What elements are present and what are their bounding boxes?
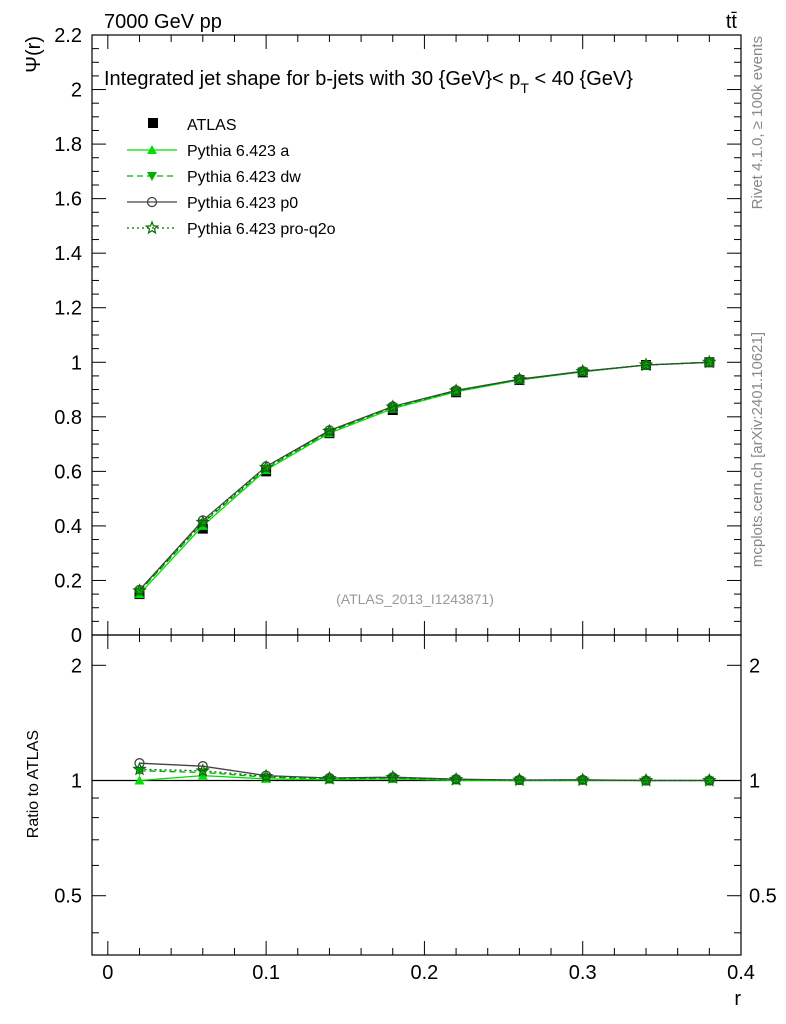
x-axis-label: r — [734, 988, 741, 1010]
y-tick-label: 2.2 — [54, 25, 82, 47]
series-line — [139, 361, 710, 592]
series-point — [448, 383, 464, 398]
y-tick-label: 1.2 — [54, 298, 82, 320]
series-point — [132, 583, 147, 598]
chart-title: Integrated jet shape for b-jets with 30 … — [104, 68, 633, 96]
rivet-side-label: Rivet 4.1.0, ≥ 100k events — [749, 36, 766, 209]
energy-label: 7000 GeV pp — [104, 11, 222, 33]
legend-label: Pythia 6.423 a — [187, 143, 289, 160]
ratio-series-point — [448, 771, 464, 786]
series-point — [261, 464, 272, 474]
ratio-y-axis-label: Ratio to ATLAS — [25, 730, 42, 838]
ratio-series-point — [322, 770, 337, 785]
y-tick-label: 0.6 — [54, 461, 82, 483]
y-tick-label: 0.8 — [54, 407, 82, 429]
mcplots-side-label: mcplots.cern.ch [arXiv:2401.10621] — [749, 332, 766, 567]
y-tick-label: 0.2 — [54, 570, 82, 592]
x-tick-label: 0 — [102, 962, 113, 984]
y-tick-label: 0 — [71, 625, 82, 647]
ratio-y-tick-label: 0.5 — [54, 886, 82, 908]
ratio-series-point — [258, 768, 274, 783]
x-tick-label: 0.3 — [569, 962, 597, 984]
legend: ATLAS Pythia 6.423 a Pythia 6.423 dw Pythia… — [127, 117, 336, 238]
legend-marker — [144, 220, 160, 235]
legend-marker — [146, 196, 158, 208]
ratio-series-point — [385, 769, 401, 784]
legend-label: Pythia 6.423 dw — [187, 169, 301, 186]
ratio-series-point — [387, 774, 398, 784]
series-point — [702, 354, 717, 369]
series-point — [322, 423, 337, 438]
series-point — [197, 519, 208, 529]
ratio-series-point — [324, 774, 335, 784]
ratio-series-point — [134, 758, 145, 769]
ratio-frame — [91, 634, 742, 956]
process-label: tt̄ — [726, 11, 738, 33]
legend-label: ATLAS — [187, 117, 237, 134]
ratio-y-tick-label: 2 — [71, 655, 82, 677]
ratio-y-tick-label-right: 0.5 — [749, 886, 777, 908]
ratio-series-point — [132, 761, 147, 776]
legend-label: Pythia 6.423 p0 — [187, 195, 298, 212]
legend-marker — [147, 145, 157, 154]
ratio-series-point — [134, 775, 145, 785]
series-point — [195, 514, 211, 529]
legend-label: Pythia 6.423 pro-q2o — [187, 221, 336, 238]
ratio-series-point — [195, 763, 211, 778]
series-line — [139, 361, 710, 591]
legend-marker — [148, 118, 158, 128]
ratio-series-point — [702, 772, 717, 787]
y-tick-label: 0.4 — [54, 516, 82, 538]
ratio-y-tick-label-right: 1 — [749, 771, 760, 793]
ratio-series-line — [139, 768, 710, 782]
x-tick-label: 0.1 — [252, 962, 280, 984]
legend-marker — [147, 172, 157, 181]
x-tick-label: 0.2 — [411, 962, 439, 984]
series-line — [139, 361, 710, 595]
ratio-series-point — [575, 772, 590, 787]
ratio-y-tick-label: 1 — [71, 771, 82, 793]
series-line — [139, 361, 710, 592]
analysis-label: (ATLAS_2013_I1243871) — [336, 591, 494, 607]
y-tick-label: 1.4 — [54, 243, 82, 265]
x-tick-label: 0.4 — [727, 962, 755, 984]
y-tick-label: 1.8 — [54, 134, 82, 156]
ratio-panel: 0.5 0.5 1 1 2 2 0 0.1 0.2 0.3 0.4 r Ratio to ATLAS — [25, 634, 777, 1010]
main-panel: 0 0.2 0.4 0.6 0.8 1 1.2 1.4 1.6 1.8 2 2.2 Ψ(r) Integr… — [23, 25, 742, 647]
series-point — [258, 459, 274, 474]
series-point — [134, 587, 145, 597]
ratio-y-tick-label-right: 2 — [749, 655, 760, 677]
y-tick-label: 2 — [71, 80, 82, 102]
series-point — [512, 371, 527, 386]
y-tick-label: 1 — [71, 352, 82, 374]
series-point — [638, 357, 654, 372]
y-axis-label: Ψ(r) — [23, 36, 45, 73]
ratio-series-point — [512, 772, 527, 787]
ratio-series-point — [638, 772, 654, 787]
series-point — [575, 363, 590, 378]
series-point — [385, 399, 401, 414]
y-tick-label: 1.6 — [54, 189, 82, 211]
ratio-series-point — [197, 761, 208, 772]
